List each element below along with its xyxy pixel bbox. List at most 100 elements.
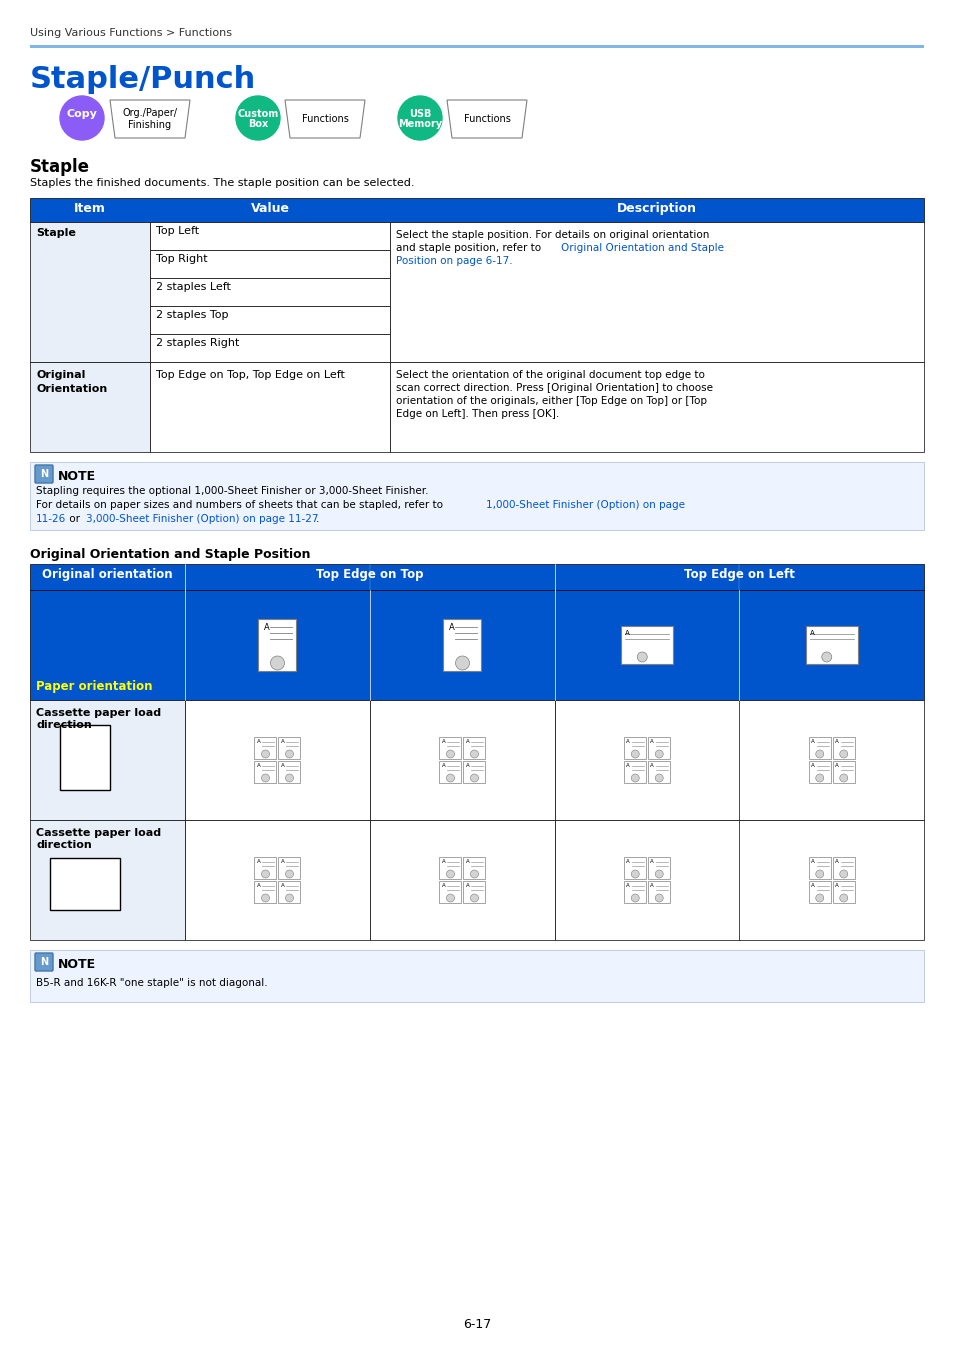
Bar [832,737,854,759]
Text: A: A [834,859,838,864]
Text: A: A [465,738,469,744]
Bar [278,761,300,783]
Bar [443,620,481,671]
Circle shape [261,751,269,757]
Circle shape [815,894,822,902]
Polygon shape [447,100,526,138]
Text: A: A [625,738,629,744]
Bar [463,761,485,783]
Bar [30,701,185,819]
Bar [370,819,555,940]
Text: A: A [465,859,469,864]
Text: A: A [834,883,838,888]
Text: Edge on Left]. Then press [OK].: Edge on Left]. Then press [OK]. [395,409,558,418]
Text: Top Edge on Top: Top Edge on Top [315,568,423,580]
Circle shape [235,96,280,140]
Text: A: A [624,630,629,636]
Bar [30,198,923,221]
Bar [30,362,150,452]
Circle shape [815,869,822,878]
Text: Cassette paper load: Cassette paper load [36,707,161,718]
FancyBboxPatch shape [35,464,53,483]
Text: Custom: Custom [237,109,278,119]
Circle shape [815,774,822,782]
Text: orientation of the originals, either [Top Edge on Top] or [Top: orientation of the originals, either [To… [395,396,706,406]
Bar [739,819,923,940]
Bar [30,819,185,940]
Circle shape [839,751,847,757]
Bar [254,882,276,903]
Bar [50,859,120,910]
Bar [150,221,390,250]
Circle shape [470,894,478,902]
Bar [30,45,923,49]
Circle shape [470,774,478,782]
Bar [150,306,390,333]
Text: Top Left: Top Left [156,225,199,236]
Circle shape [261,774,269,782]
Text: Using Various Functions > Functions: Using Various Functions > Functions [30,28,232,38]
Bar [30,950,923,1002]
Bar [623,761,645,783]
Text: 11-26: 11-26 [36,514,66,524]
Bar [390,362,923,452]
Text: B5-R and 16K-R "one staple" is not diagonal.: B5-R and 16K-R "one staple" is not diago… [36,977,268,988]
Text: A: A [263,622,269,632]
Text: Copy: Copy [67,109,97,119]
Bar [623,737,645,759]
Text: A: A [256,883,260,888]
Circle shape [446,869,454,878]
Circle shape [655,751,662,757]
Circle shape [285,894,294,902]
Circle shape [261,869,269,878]
Text: 2 staples Left: 2 staples Left [156,282,231,292]
Bar [555,819,740,940]
Text: Functions: Functions [463,113,510,124]
Circle shape [446,751,454,757]
Circle shape [446,894,454,902]
Bar [648,737,670,759]
Circle shape [470,751,478,757]
Text: 1,000-Sheet Finisher (Option) on page: 1,000-Sheet Finisher (Option) on page [485,500,684,510]
Circle shape [261,894,269,902]
Circle shape [839,869,847,878]
Circle shape [285,869,294,878]
Bar [648,882,670,903]
Text: Top Right: Top Right [156,254,208,265]
Bar [623,882,645,903]
Text: direction: direction [36,720,91,730]
Text: A: A [448,622,454,632]
Text: A: A [441,763,445,768]
Bar [439,737,461,759]
Text: Select the orientation of the original document top edge to: Select the orientation of the original d… [395,370,704,379]
Text: Description: Description [617,202,697,215]
Bar [439,857,461,879]
Text: A: A [810,883,814,888]
Bar [390,221,923,362]
Text: direction: direction [36,840,91,850]
Text: Paper orientation: Paper orientation [36,680,152,693]
Circle shape [631,869,639,878]
Text: Functions: Functions [301,113,348,124]
Text: USB: USB [409,109,431,119]
Text: and staple position, refer to: and staple position, refer to [395,243,544,252]
Text: A: A [441,738,445,744]
Text: 6-17: 6-17 [462,1318,491,1331]
Bar [463,857,485,879]
Text: Select the staple position. For details on original orientation: Select the staple position. For details … [395,230,709,240]
Text: Box: Box [248,119,268,130]
Text: Staple: Staple [30,158,90,176]
Text: A: A [650,883,654,888]
Text: A: A [280,883,284,888]
Text: A: A [810,763,814,768]
Bar [150,333,390,362]
Bar [648,857,670,879]
Text: Top Edge on Left: Top Edge on Left [683,568,794,580]
Bar [150,362,390,452]
Text: Org./Paper/: Org./Paper/ [122,108,177,117]
Polygon shape [110,100,190,138]
Text: .: . [315,514,319,524]
Text: A: A [809,630,814,636]
Text: A: A [834,763,838,768]
Circle shape [839,774,847,782]
